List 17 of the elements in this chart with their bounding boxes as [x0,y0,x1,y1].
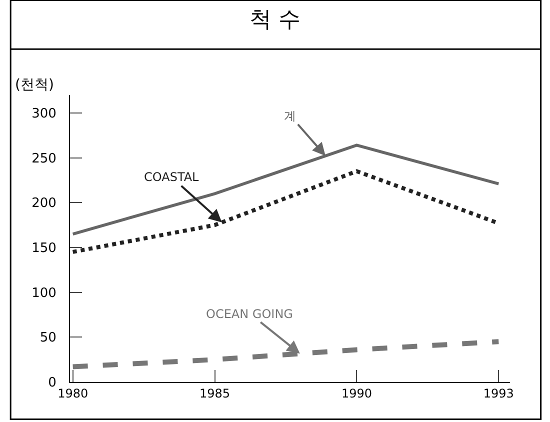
y-tick-label: 200 [32,196,56,212]
y-tick-label: 300 [32,106,56,122]
y-axis-title: (천척) [15,77,54,93]
text: 계 [284,109,296,123]
x-tick-label: 1980 [58,386,88,400]
x-tick-label: 1993 [483,386,514,400]
line-series [71,144,500,236]
y-tick-label: 0 [48,376,56,391]
y-tick-label: 100 [32,286,56,301]
y-tick-label: 50 [40,330,56,346]
x-tick-label: 1985 [199,386,230,400]
text: COASTAL [144,170,200,184]
text: OCEAN GOING [206,307,293,321]
y-tick-label: 150 [32,241,56,256]
x-tick-label: 1990 [341,386,372,400]
chart-title: 척 수 [250,8,300,33]
y-tick-label: 250 [32,151,56,166]
